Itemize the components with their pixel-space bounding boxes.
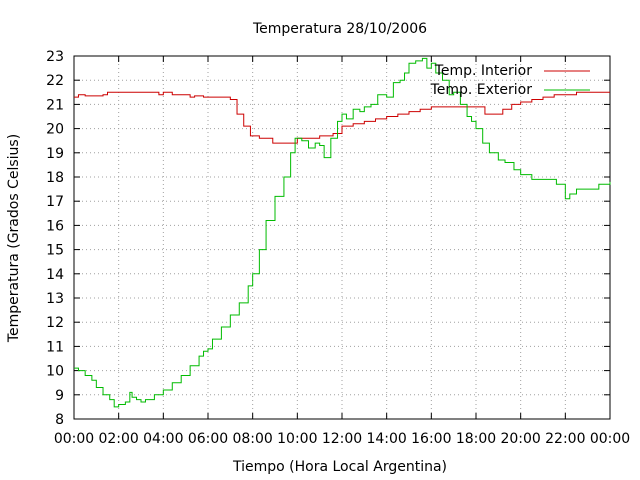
x-tick-label: 12:00: [322, 431, 362, 447]
x-tick-label: 10:00: [277, 431, 317, 447]
y-tick-label: 14: [46, 267, 64, 283]
x-tick-label: 20:00: [500, 431, 540, 447]
x-tick-label: 16:00: [411, 431, 451, 447]
chart-title: Temperatura 28/10/2006: [252, 21, 427, 37]
x-tick-labels: 00:00 02:00 04:00 06:00 08:00 10:00 12:00 14:00…: [54, 431, 630, 447]
x-axis-label: Tiempo (Hora Local Argentina): [232, 459, 447, 475]
y-tick-label: 20: [46, 122, 64, 138]
x-tick-label: 06:00: [188, 431, 228, 447]
y-tick-label: 8: [55, 412, 64, 428]
x-tick-label: 00:00: [590, 431, 630, 447]
y-tick-label: 10: [46, 364, 64, 380]
y-tick-label: 23: [46, 49, 64, 65]
y-tick-label: 12: [46, 315, 64, 331]
series-layer: [74, 57, 611, 408]
y-axis-label: Temperatura (Grados Celsius): [6, 134, 22, 343]
y-tick-label: 22: [46, 73, 64, 89]
legend-label-interior: Temp. Interior: [434, 63, 533, 79]
y-tick-label: 17: [46, 194, 64, 210]
series-line-interior: [74, 91, 610, 144]
x-tick-label: 00:00: [54, 431, 94, 447]
x-tick-label: 22:00: [545, 431, 585, 447]
x-tick-label: 04:00: [143, 431, 183, 447]
y-tick-label: 19: [46, 146, 64, 162]
tick-marks: [73, 55, 611, 420]
y-tick-label: 16: [46, 218, 64, 234]
y-tick-label: 21: [46, 97, 64, 113]
grid-lines: [74, 56, 610, 419]
y-tick-labels: 8 9 10 11 12 13 14 15 16 17 18 19 20 21 22 23: [46, 49, 64, 428]
y-tick-label: 18: [46, 170, 64, 186]
legend-label-exterior: Temp. Exterior: [430, 82, 533, 98]
y-tick-label: 9: [55, 388, 64, 404]
x-tick-label: 18:00: [456, 431, 496, 447]
series-line-exterior: [74, 57, 611, 408]
legend: Temp. Interior Temp. Exterior: [430, 63, 590, 98]
y-tick-label: 13: [46, 291, 64, 307]
y-tick-label: 15: [46, 243, 64, 259]
x-tick-label: 02:00: [98, 431, 138, 447]
y-tick-label: 11: [46, 339, 64, 355]
x-tick-label: 08:00: [232, 431, 272, 447]
x-tick-label: 14:00: [366, 431, 406, 447]
